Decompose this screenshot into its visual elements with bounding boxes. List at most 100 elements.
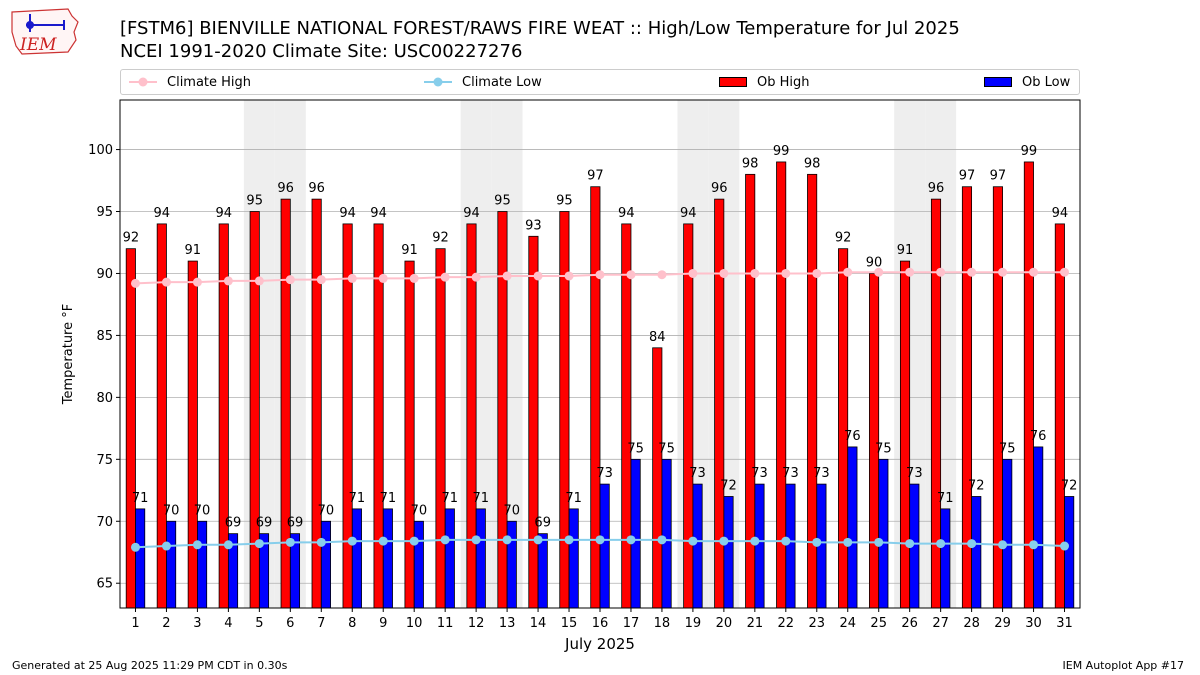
label-ob-low-day-26: 73 [906,466,923,481]
bar-ob-low-day-15 [568,508,579,609]
point-climate-high-day-23 [812,268,822,278]
bar-ob-high-day-11 [435,248,446,609]
x-tick-label-17: 17 [623,616,640,631]
legend-ob-low-swatch [984,77,1012,87]
footer-generated: Generated at 25 Aug 2025 11:29 PM CDT in… [12,659,288,672]
point-climate-high-day-18 [657,270,667,280]
label-ob-high-day-25: 90 [866,255,883,270]
bar-ob-high-day-12 [466,223,477,609]
bar-ob-low-day-22 [785,483,796,609]
x-tick-label-3: 3 [193,616,201,631]
label-ob-high-day-4: 94 [215,206,232,221]
bar-ob-low-day-27 [940,508,951,609]
label-ob-low-day-11: 71 [442,491,459,506]
point-climate-high-day-21 [750,268,760,278]
point-climate-low-day-8 [347,536,357,546]
label-ob-low-day-15: 71 [565,491,582,506]
point-climate-low-day-31 [1060,541,1070,551]
bar-ob-low-day-30 [1033,446,1044,609]
bar-ob-low-day-24 [847,446,858,609]
point-climate-high-day-12 [471,272,481,282]
label-ob-low-day-16: 73 [596,466,613,481]
point-climate-low-day-13 [502,535,512,545]
label-ob-low-day-19: 73 [689,466,706,481]
x-tick-label-11: 11 [437,616,454,631]
point-climate-high-day-14 [533,271,543,281]
point-climate-low-day-30 [1029,540,1039,550]
label-ob-low-day-28: 72 [968,478,985,493]
point-climate-high-day-13 [502,271,512,281]
y-tick-label-65: 65 [96,577,113,592]
point-climate-low-day-27 [936,539,946,549]
point-climate-high-day-3 [192,277,202,287]
label-ob-high-day-18: 84 [649,330,666,345]
label-ob-high-day-28: 97 [959,169,976,184]
bar-ob-high-day-18 [652,347,663,609]
legend-ob-low: Ob Low [984,70,1070,94]
legend: Climate High Climate Low Ob High Ob Low [120,69,1080,95]
point-climate-high-day-11 [440,272,450,282]
point-climate-low-day-3 [192,540,202,550]
label-ob-high-day-27: 96 [928,181,945,196]
point-climate-high-day-28 [967,267,977,277]
bar-ob-low-day-29 [1002,458,1013,609]
label-ob-high-day-11: 92 [432,231,449,246]
point-climate-high-day-24 [843,267,853,277]
point-climate-low-day-1 [130,542,140,552]
y-tick-label-70: 70 [96,515,113,530]
legend-climate-high: Climate High [129,70,251,94]
point-climate-low-day-21 [750,536,760,546]
point-climate-high-day-15 [564,271,574,281]
point-climate-high-day-10 [409,273,419,283]
label-ob-high-day-8: 94 [339,206,356,221]
y-axis-label: Temperature °F [61,304,76,405]
bar-ob-high-day-31 [1054,223,1065,609]
point-climate-low-day-6 [285,537,295,547]
title-line-1: [FSTM6] BIENVILLE NATIONAL FOREST/RAWS F… [120,18,960,39]
point-climate-high-day-31 [1060,267,1070,277]
x-tick-label-15: 15 [561,616,578,631]
legend-ob-high-swatch [719,77,747,87]
label-ob-high-day-17: 94 [618,206,635,221]
label-ob-low-day-7: 70 [318,503,335,518]
bar-ob-low-day-11 [444,508,455,609]
label-ob-high-day-19: 94 [680,206,697,221]
label-ob-low-day-25: 75 [875,441,892,456]
label-ob-high-day-15: 95 [556,194,573,209]
x-tick-label-27: 27 [932,616,949,631]
y-tick-label-90: 90 [96,267,113,282]
x-tick-label-20: 20 [716,616,733,631]
x-tick-label-30: 30 [1025,616,1042,631]
x-tick-label-21: 21 [747,616,764,631]
label-ob-low-day-22: 73 [782,466,799,481]
label-ob-high-day-13: 95 [494,194,511,209]
x-tick-label-29: 29 [994,616,1011,631]
weather-station-icon [26,14,65,32]
point-climate-high-day-26 [905,267,915,277]
point-climate-low-day-28 [967,539,977,549]
bar-ob-low-day-10 [413,520,424,609]
logo-text: IEM [19,35,57,55]
point-climate-low-day-4 [223,540,233,550]
label-ob-high-day-16: 97 [587,169,604,184]
x-tick-label-22: 22 [778,616,795,631]
bar-ob-low-day-17 [630,458,641,609]
label-ob-high-day-20: 96 [711,181,728,196]
bar-ob-high-day-13 [497,211,508,609]
label-ob-high-day-6: 96 [277,181,294,196]
label-ob-low-day-23: 73 [813,466,830,481]
point-climate-low-day-19 [688,536,698,546]
x-tick-label-31: 31 [1056,616,1073,631]
bar-ob-high-day-6 [280,198,291,609]
x-tick-label-26: 26 [901,616,918,631]
label-ob-low-day-31: 72 [1061,478,1078,493]
bar-ob-low-day-19 [692,483,703,609]
x-tick-label-6: 6 [286,616,294,631]
point-climate-low-day-5 [254,539,264,549]
point-climate-high-day-2 [161,277,171,287]
bar-ob-high-day-15 [559,211,570,609]
legend-ob-low-label: Ob Low [1022,74,1071,90]
label-ob-high-day-12: 94 [463,206,480,221]
bar-ob-low-day-31 [1064,496,1075,609]
